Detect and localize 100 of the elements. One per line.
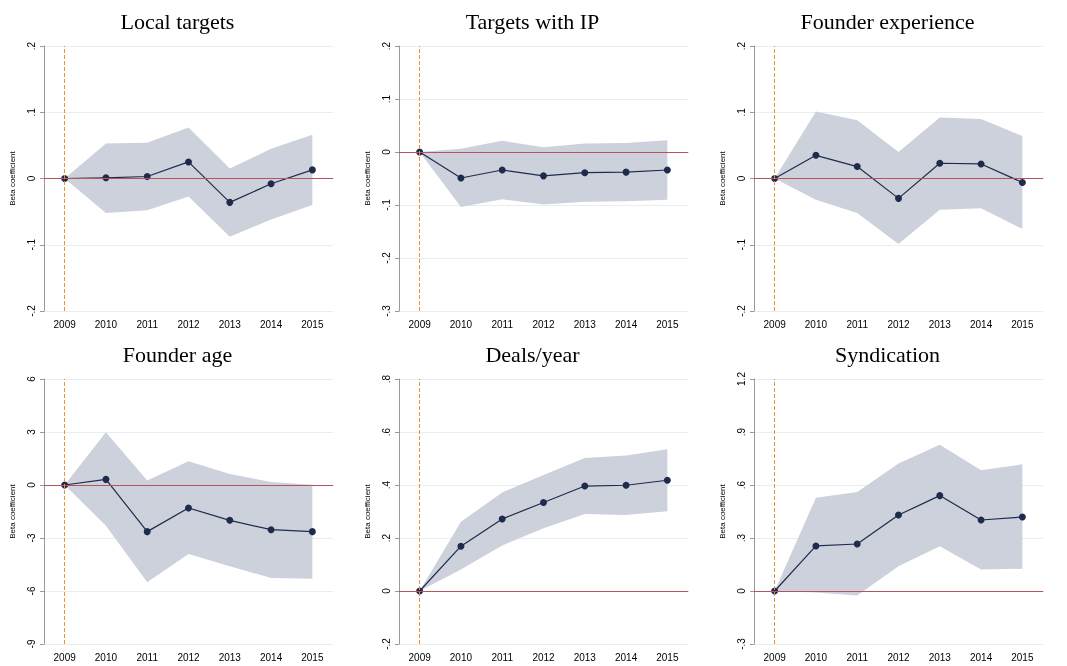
y-tick-label: -.1	[735, 238, 747, 251]
x-tick-label: 2010	[449, 651, 473, 663]
point	[226, 516, 234, 524]
y-tick-label: -.3	[380, 304, 392, 317]
x-tick-label: 2011	[846, 318, 869, 330]
x-tick-label: 2009	[53, 651, 77, 663]
y-tick-label: 3	[25, 428, 37, 435]
x-tick-label: 2009	[763, 651, 787, 663]
chart-title: Targets with IP	[465, 8, 600, 34]
x-tick-label: 2014	[259, 318, 283, 330]
y-tick-label: -.2	[380, 637, 392, 650]
chart-title: Syndication	[834, 341, 941, 367]
x-tick-label: 2013	[218, 651, 242, 663]
point	[622, 481, 630, 489]
y-tick-label: .9	[735, 427, 747, 437]
x-tick-label: 2012	[532, 651, 556, 663]
point	[226, 198, 234, 206]
point	[853, 540, 861, 548]
point	[895, 194, 902, 202]
y-axis-title: Beta coefficient	[362, 150, 372, 206]
point	[308, 166, 316, 174]
x-tick-label: 2012	[887, 651, 911, 663]
y-tick-label: .4	[380, 480, 392, 490]
x-tick-label: 2012	[887, 318, 911, 330]
y-axis-title: Beta coefficient	[7, 483, 17, 539]
y-tick-label: .2	[380, 533, 392, 543]
x-tick-label: 2012	[177, 651, 201, 663]
point	[185, 158, 192, 166]
y-tick-label: .6	[735, 480, 747, 490]
point	[936, 492, 944, 500]
point	[540, 172, 547, 180]
x-tick-label: 2012	[532, 318, 556, 330]
x-tick-label: 2009	[763, 318, 787, 330]
x-tick-label: 2011	[491, 651, 514, 663]
x-tick-label: 2011	[846, 651, 869, 663]
y-tick-label: 0	[735, 175, 747, 182]
x-tick-label: 2011	[136, 651, 159, 663]
point	[143, 528, 151, 536]
x-tick-label: 2009	[53, 318, 77, 330]
chart-title: Deals/year	[485, 341, 581, 367]
y-tick-label: -9	[25, 639, 37, 649]
x-tick-label: 2010	[94, 651, 118, 663]
point	[185, 504, 192, 512]
x-tick-label: 2015	[301, 318, 324, 330]
point	[267, 180, 275, 188]
y-tick-label: 0	[380, 587, 392, 594]
x-tick-label: 2011	[491, 318, 514, 330]
y-tick-label: .1	[380, 94, 392, 104]
point	[498, 166, 506, 174]
point	[457, 542, 465, 550]
point	[1018, 513, 1026, 521]
y-tick-label: .2	[735, 41, 747, 51]
y-tick-label: 0	[25, 481, 37, 488]
y-tick-label: -.3	[735, 637, 747, 650]
y-tick-label: .2	[380, 41, 392, 51]
y-tick-label: -3	[25, 533, 37, 543]
point	[267, 526, 275, 534]
y-tick-label: 0	[380, 148, 392, 155]
y-tick-label: -.2	[735, 304, 747, 317]
x-tick-label: 2012	[177, 318, 201, 330]
point	[895, 511, 902, 519]
point	[308, 528, 316, 536]
y-axis-title: Beta coefficient	[7, 150, 17, 206]
y-tick-label: .3	[735, 533, 747, 543]
chart-title: Founder experience	[800, 8, 975, 34]
point	[853, 163, 861, 171]
x-tick-label: 2015	[301, 651, 324, 663]
x-tick-label: 2015	[1011, 651, 1034, 663]
point	[581, 169, 589, 177]
y-axis-title: Beta coefficient	[717, 483, 727, 539]
chart-title: Founder age	[122, 341, 233, 367]
point	[1018, 178, 1026, 186]
y-tick-label: -.2	[25, 304, 37, 317]
x-tick-label: 2010	[94, 318, 118, 330]
y-axis-title: Beta coefficient	[362, 483, 372, 539]
point	[498, 515, 506, 523]
point	[102, 475, 110, 483]
y-tick-label: 1.2	[735, 371, 747, 386]
x-tick-label: 2009	[408, 651, 432, 663]
x-tick-label: 2011	[136, 318, 159, 330]
x-tick-label: 2010	[804, 651, 828, 663]
y-tick-label: 6	[25, 375, 37, 382]
y-tick-label: .1	[25, 107, 37, 117]
y-tick-label: -.2	[380, 251, 392, 264]
x-tick-label: 2015	[1011, 318, 1034, 330]
x-tick-label: 2013	[928, 318, 952, 330]
point	[663, 476, 671, 484]
y-tick-label: .8	[380, 374, 392, 384]
x-tick-label: 2013	[218, 318, 242, 330]
y-tick-label: .2	[25, 41, 37, 51]
x-tick-label: 2010	[449, 318, 473, 330]
point	[581, 482, 589, 490]
chart-title: Local targets	[120, 8, 235, 34]
y-tick-label: .6	[380, 427, 392, 437]
x-tick-label: 2014	[614, 651, 638, 663]
x-tick-label: 2013	[928, 651, 952, 663]
x-tick-label: 2015	[656, 318, 679, 330]
y-tick-label: -.1	[380, 198, 392, 211]
point	[540, 498, 547, 506]
x-tick-label: 2015	[656, 651, 679, 663]
